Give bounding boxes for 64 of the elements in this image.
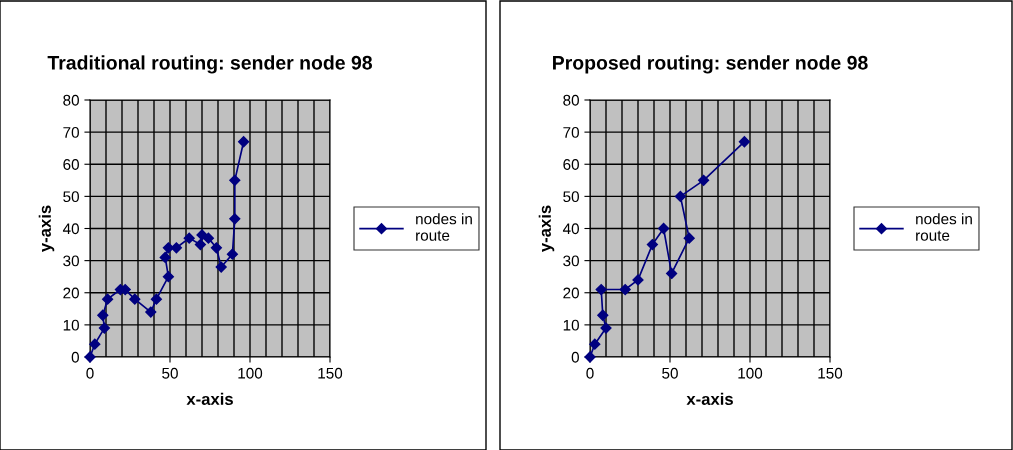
x-axis-title: x-axis bbox=[186, 392, 233, 406]
point bbox=[683, 232, 695, 244]
point bbox=[229, 174, 241, 186]
point bbox=[632, 274, 644, 286]
point bbox=[98, 322, 111, 334]
y-tick-label: 20 bbox=[563, 287, 579, 299]
y-tick-label: 60 bbox=[563, 159, 579, 170]
y-tick-label: 50 bbox=[63, 191, 79, 203]
y-tick-label: 10 bbox=[63, 319, 79, 331]
point bbox=[237, 136, 250, 148]
y-tick-label: 70 bbox=[563, 126, 579, 138]
point bbox=[150, 293, 163, 305]
point bbox=[194, 238, 207, 251]
y-tick-label: 40 bbox=[562, 223, 579, 235]
x-tick-label: 50 bbox=[162, 367, 178, 379]
x-axis-title: x-axis bbox=[686, 392, 733, 406]
y-tick-label: 0 bbox=[71, 351, 79, 363]
point bbox=[674, 190, 687, 202]
x-tick-label: 0 bbox=[586, 367, 594, 379]
y-tick-label: 10 bbox=[563, 319, 579, 331]
point bbox=[738, 136, 751, 148]
point bbox=[162, 271, 175, 283]
y-tick-label: 40 bbox=[62, 223, 79, 235]
point bbox=[159, 251, 171, 264]
y-tick-label: 30 bbox=[63, 255, 79, 267]
point bbox=[183, 232, 195, 244]
point bbox=[657, 222, 670, 235]
point bbox=[619, 283, 631, 296]
point bbox=[589, 338, 601, 350]
point bbox=[101, 293, 114, 305]
point bbox=[229, 213, 241, 225]
x-tick-label: 150 bbox=[818, 367, 843, 379]
point bbox=[97, 309, 109, 321]
y-axis-title: y-axis bbox=[538, 205, 555, 252]
chart-title: Traditional routing: sender node 98 bbox=[47, 55, 373, 74]
point bbox=[210, 242, 223, 254]
y-axis-title: y-axis bbox=[38, 205, 55, 252]
y-tick-label: 60 bbox=[63, 159, 79, 170]
point bbox=[215, 261, 227, 273]
y-tick-label: 30 bbox=[563, 255, 579, 267]
point bbox=[595, 283, 607, 296]
point bbox=[697, 174, 710, 186]
legend-label: nodes in route bbox=[916, 213, 972, 241]
x-tick-label: 0 bbox=[86, 367, 94, 379]
y-tick-label: 80 bbox=[563, 94, 579, 106]
chart-title: Proposed routing: sender node 98 bbox=[553, 55, 868, 74]
point bbox=[202, 232, 215, 244]
point bbox=[89, 338, 101, 350]
point bbox=[145, 306, 157, 318]
point bbox=[226, 248, 239, 260]
legend-label: nodes in route bbox=[416, 213, 472, 241]
point bbox=[129, 293, 141, 305]
y-tick-label: 20 bbox=[63, 287, 79, 299]
y-tick-label: 80 bbox=[63, 94, 79, 106]
point bbox=[646, 238, 659, 251]
x-tick-label: 100 bbox=[738, 367, 763, 379]
point bbox=[597, 309, 609, 321]
y-tick-label: 50 bbox=[563, 191, 579, 203]
x-tick-label: 150 bbox=[318, 367, 343, 379]
y-tick-label: 0 bbox=[571, 351, 579, 363]
point bbox=[665, 267, 678, 280]
x-tick-label: 100 bbox=[238, 367, 263, 379]
x-tick-label: 50 bbox=[662, 367, 678, 379]
y-tick-label: 70 bbox=[63, 126, 79, 138]
